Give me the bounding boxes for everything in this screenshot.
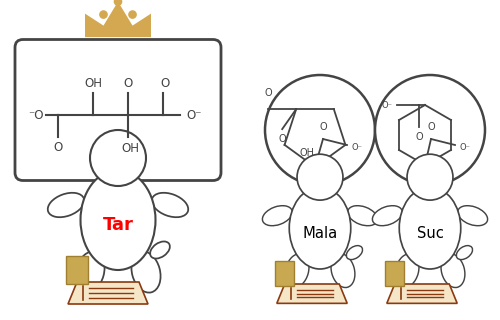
Ellipse shape [289, 187, 351, 269]
Text: O⁻: O⁻ [186, 108, 202, 122]
Text: Mala: Mala [302, 226, 338, 241]
Text: O: O [54, 140, 62, 154]
Ellipse shape [458, 206, 488, 226]
Circle shape [100, 11, 107, 18]
FancyBboxPatch shape [15, 39, 221, 180]
Circle shape [265, 75, 375, 185]
Ellipse shape [395, 254, 419, 288]
Ellipse shape [441, 254, 465, 288]
Ellipse shape [348, 206, 378, 226]
Polygon shape [277, 284, 347, 303]
Circle shape [114, 0, 121, 5]
Ellipse shape [456, 246, 472, 260]
Ellipse shape [331, 254, 355, 288]
Circle shape [129, 11, 136, 18]
Ellipse shape [48, 193, 84, 217]
Ellipse shape [372, 206, 402, 226]
Ellipse shape [399, 187, 461, 269]
Ellipse shape [80, 170, 156, 270]
Ellipse shape [285, 254, 309, 288]
Ellipse shape [132, 252, 160, 292]
Text: Suc: Suc [416, 226, 444, 241]
Text: O: O [124, 76, 132, 90]
Text: O⁻: O⁻ [460, 142, 470, 151]
Bar [66, 256, 88, 284]
Circle shape [375, 75, 485, 185]
Text: OH: OH [121, 141, 139, 155]
Text: O: O [160, 76, 170, 90]
Circle shape [90, 130, 146, 186]
Bar [385, 261, 404, 286]
Text: O: O [427, 122, 435, 132]
Polygon shape [68, 282, 148, 304]
Text: O: O [278, 134, 286, 144]
Ellipse shape [346, 246, 362, 260]
Bar [85, 28, 151, 37]
Ellipse shape [150, 242, 170, 259]
Polygon shape [387, 284, 457, 303]
Circle shape [297, 154, 343, 200]
Text: O⁻: O⁻ [352, 142, 362, 151]
Ellipse shape [76, 252, 104, 292]
Ellipse shape [152, 193, 188, 217]
Bar [275, 261, 294, 286]
Circle shape [407, 154, 453, 200]
Text: ⁻O: ⁻O [28, 108, 44, 122]
Text: O⁻: O⁻ [382, 100, 392, 109]
Polygon shape [85, 2, 151, 37]
Text: OH: OH [299, 148, 314, 158]
Text: O: O [415, 132, 423, 142]
Text: Tar: Tar [102, 216, 134, 234]
Text: O: O [319, 122, 327, 132]
Ellipse shape [262, 206, 292, 226]
Text: O: O [264, 88, 272, 98]
Text: OH: OH [84, 76, 102, 90]
